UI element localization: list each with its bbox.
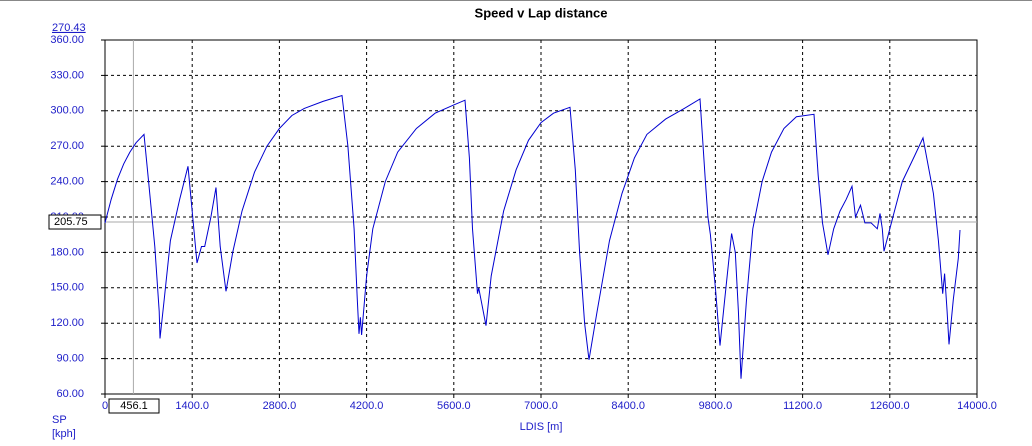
y-tick-label: 90.00 — [56, 353, 84, 365]
cursor-x-box — [108, 398, 160, 414]
cursor-x-value: 456.1 — [120, 400, 148, 412]
y-tick-label: 330.00 — [50, 69, 84, 81]
y-tick-label: 300.00 — [50, 105, 84, 117]
x-tick-label: 14000.0 — [957, 400, 997, 412]
x-tick-label: 7000.0 — [524, 400, 558, 412]
x-axis-label: LDIS [m] — [520, 421, 563, 433]
y-axis-unit: [kph] — [52, 428, 76, 440]
chart-title: Speed v Lap distance — [475, 5, 608, 20]
readout[interactable]: 270.43 — [52, 22, 86, 34]
cursor-y-value: 205.75 — [54, 216, 88, 228]
y-tick-label: 240.00 — [50, 176, 84, 188]
y-tick-label: 60.00 — [56, 388, 84, 400]
y-tick-label: 270.00 — [50, 140, 84, 152]
y-tick-label: 120.00 — [50, 317, 84, 329]
cursor-y-box — [48, 214, 102, 230]
y-axis-label: SP — [52, 414, 67, 426]
x-tick-label: 2800.0 — [263, 400, 297, 412]
series-line — [104, 94, 961, 379]
x-tick-label: 9800.0 — [699, 400, 733, 412]
x-tick-label: 4200.0 — [350, 400, 384, 412]
x-tick-label: 8400.0 — [611, 400, 645, 412]
y-tick-label: 150.00 — [50, 282, 84, 294]
y-tick-label: 180.00 — [50, 246, 84, 258]
x-tick-label: 12600.0 — [870, 400, 910, 412]
x-tick-label: 0 — [102, 400, 108, 412]
plot-frame — [104, 39, 978, 395]
x-tick-label: 1400.0 — [175, 400, 209, 412]
x-tick-label: 5600.0 — [437, 400, 471, 412]
x-tick-label: 11200.0 — [783, 400, 822, 412]
y-tick-label: 360.00 — [50, 34, 84, 46]
